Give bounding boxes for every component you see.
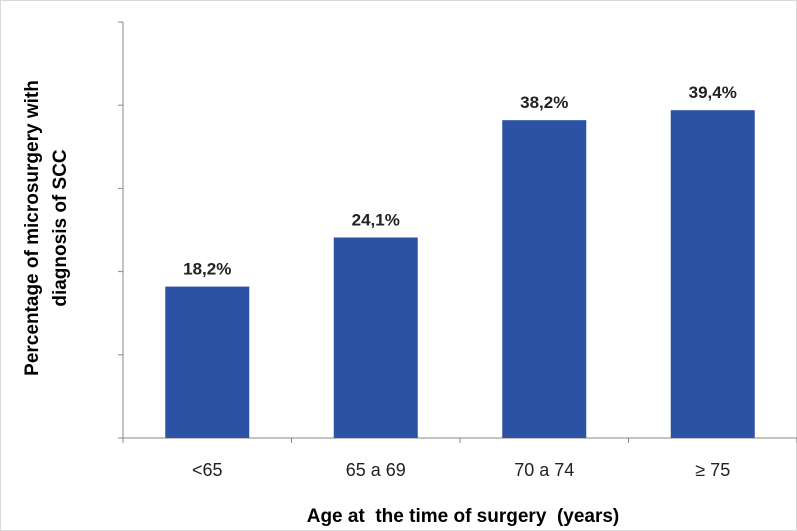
x-tick-label-2: 65 a 69 (346, 460, 406, 480)
data-label-3: 38,2% (520, 93, 568, 112)
data-labels: 18,2% 24,1% 38,2% 39,4% (183, 83, 737, 278)
x-axis-title: Age at the time of surgery (years) (307, 506, 620, 527)
x-tick-label-4: ≥ 75 (695, 460, 730, 480)
category-labels: <65 65 a 69 70 a 74 ≥ 75 (192, 460, 730, 480)
x-axis-ticks (122, 438, 797, 443)
data-label-4: 39,4% (689, 83, 737, 102)
y-axis-ticks (118, 21, 123, 439)
data-label-1: 18,2% (183, 260, 231, 279)
x-tick-label-3: 70 a 74 (514, 460, 574, 480)
x-tick-label-1: <65 (192, 460, 223, 480)
data-label-2: 24,1% (352, 210, 400, 229)
y-axis-title-line-2: diagnosis of SCC (50, 149, 71, 307)
bar-2 (333, 237, 418, 438)
bar-1 (165, 286, 250, 438)
bar-3 (502, 120, 587, 439)
y-axis-title-line-1: Percentage of microsurgery with (22, 80, 43, 376)
bar-4 (670, 110, 755, 438)
bar-series (165, 110, 755, 439)
